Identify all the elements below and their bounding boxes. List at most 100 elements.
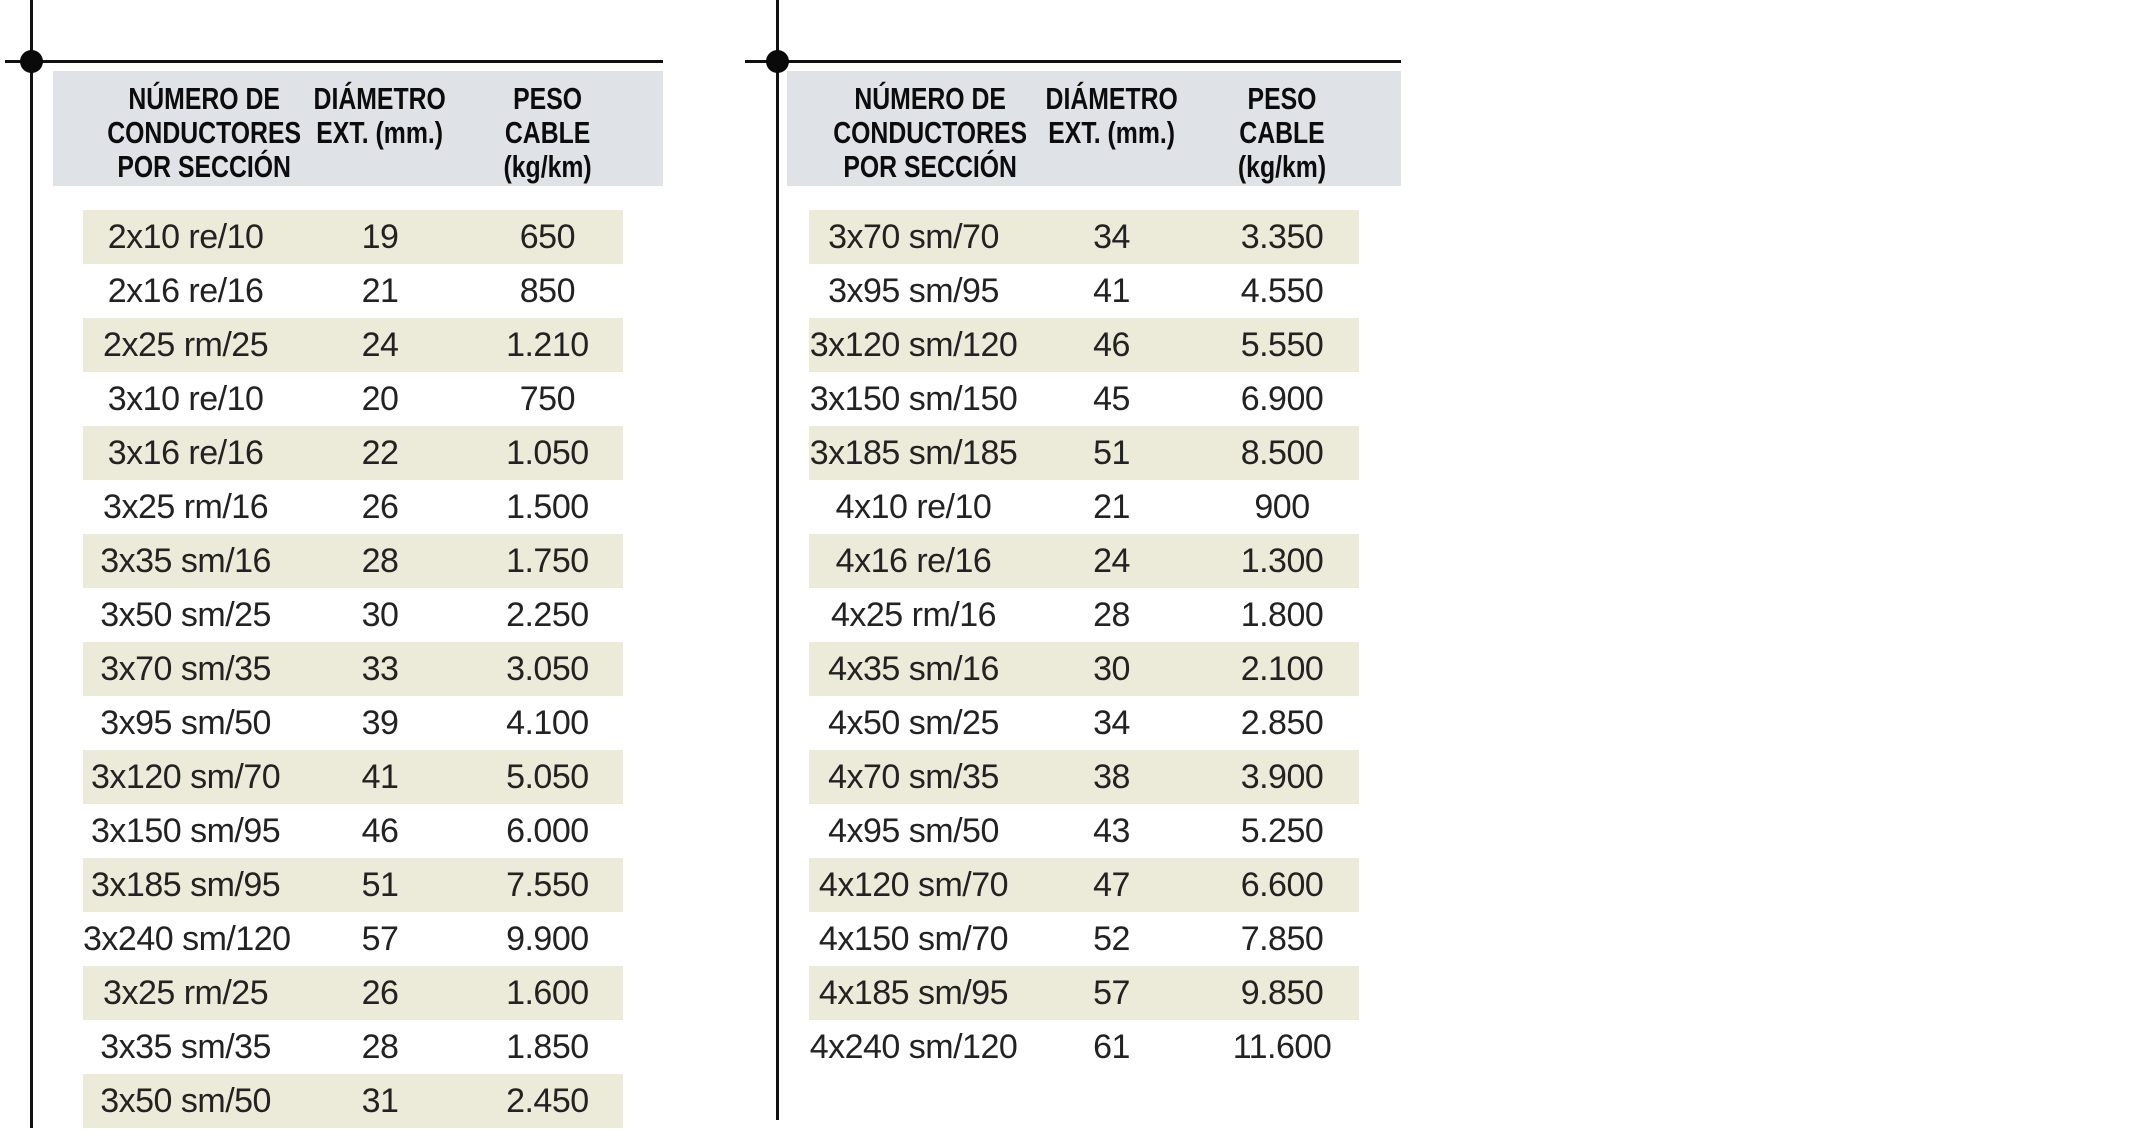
conductor-count-cell: 3x120 sm/70: [91, 758, 281, 796]
diameter-cell: 24: [361, 326, 399, 364]
table-row: 4x70 sm/35 38 3.900: [809, 750, 1359, 804]
conductor-count-cell: 4x185 sm/95: [818, 974, 1009, 1012]
diameter-cell: 28: [361, 1028, 399, 1066]
conductor-count-cell: 3x50 sm/50: [100, 1082, 271, 1120]
table-row: 3x35 sm/16 28 1.750: [83, 534, 623, 588]
diameter-cell: 33: [361, 650, 399, 688]
conductor-count-cell: 3x70 sm/70: [828, 218, 999, 256]
diameter-cell: 46: [1093, 326, 1130, 364]
diameter-cell: 52: [1093, 920, 1130, 958]
table-row: 3x150 sm/150 45 6.900: [809, 372, 1359, 426]
weight-cell: 9.900: [506, 920, 589, 958]
conductor-count-cell: 3x70 sm/35: [100, 650, 271, 688]
header-cable-weight: PESO CABLE (kg/km): [472, 82, 623, 186]
diameter-cell: 34: [1093, 704, 1130, 742]
conductor-count-cell: 3x150 sm/150: [809, 380, 1018, 418]
diameter-cell: 34: [1093, 218, 1130, 256]
weight-cell: 850: [519, 272, 576, 310]
conductor-count-cell: 3x95 sm/50: [100, 704, 271, 742]
weight-cell: 1.800: [1240, 596, 1324, 634]
table-row: 3x50 sm/25 30 2.250: [83, 588, 623, 642]
table-row: 4x150 sm/70 52 7.850: [809, 912, 1359, 966]
table-row: 4x120 sm/70 47 6.600: [809, 858, 1359, 912]
conductor-count-cell: 2x16 re/16: [107, 272, 264, 310]
table-row: 2x16 re/16 21 850: [83, 264, 623, 318]
table-row: 3x10 re/10 20 750: [83, 372, 623, 426]
diameter-cell: 57: [361, 920, 399, 958]
weight-cell: 4.100: [506, 704, 589, 742]
table-row: 3x25 rm/16 26 1.500: [83, 480, 623, 534]
weight-cell: 6.600: [1240, 866, 1324, 904]
weight-cell: 650: [519, 218, 576, 256]
weight-cell: 1.500: [506, 488, 589, 526]
table-row: 2x10 re/10 19 650: [83, 210, 623, 264]
weight-cell: 5.250: [1240, 812, 1324, 850]
diameter-cell: 30: [361, 596, 399, 634]
table-row: 4x35 sm/16 30 2.100: [809, 642, 1359, 696]
conductor-count-cell: 2x10 re/10: [107, 218, 264, 256]
weight-cell: 900: [1254, 488, 1310, 526]
header-conductors-per-section: NÚMERO DE CONDUCTORES POR SECCIÓN: [83, 82, 301, 186]
conductor-count-cell: 4x240 sm/120: [809, 1028, 1018, 1066]
table-row: 3x185 sm/95 51 7.550: [83, 858, 623, 912]
conductor-count-cell: 4x25 rm/16: [830, 596, 997, 634]
weight-cell: 6.900: [1240, 380, 1324, 418]
weight-cell: 5.050: [506, 758, 589, 796]
conductor-count-cell: 2x25 rm/25: [103, 326, 269, 364]
weight-cell: 1.850: [506, 1028, 589, 1066]
crop-horizontal-line-left: [5, 60, 663, 63]
header-conductors-per-section: NÚMERO DE CONDUCTORES POR SECCIÓN: [809, 82, 1027, 186]
conductor-count-cell: 3x120 sm/120: [809, 326, 1018, 364]
table-row: 3x50 sm/50 31 2.450: [83, 1074, 623, 1128]
weight-cell: 1.300: [1240, 542, 1324, 580]
conductor-count-cell: 3x35 sm/16: [100, 542, 271, 580]
conductor-count-cell: 3x25 rm/16: [103, 488, 269, 526]
table-row: 3x16 re/16 22 1.050: [83, 426, 623, 480]
conductor-count-cell: 3x95 sm/95: [828, 272, 999, 310]
table-row: 4x25 rm/16 28 1.800: [809, 588, 1359, 642]
weight-cell: 8.500: [1240, 434, 1324, 472]
weight-cell: 6.000: [506, 812, 589, 850]
header-conductors-label: NÚMERO DE CONDUCTORES POR SECCIÓN: [107, 81, 302, 184]
table-row: 4x240 sm/120 61 11.600: [809, 1020, 1359, 1074]
table-row: 4x50 sm/25 34 2.850: [809, 696, 1359, 750]
diameter-cell: 38: [1093, 758, 1130, 796]
conductor-count-cell: 4x16 re/16: [835, 542, 992, 580]
diameter-cell: 26: [361, 974, 399, 1012]
diameter-cell: 24: [1093, 542, 1130, 580]
table-row: 3x35 sm/35 28 1.850: [83, 1020, 623, 1074]
conductor-count-cell: 4x50 sm/25: [828, 704, 999, 742]
diameter-cell: 28: [1093, 596, 1130, 634]
table-row: 3x150 sm/95 46 6.000: [83, 804, 623, 858]
diameter-cell: 39: [361, 704, 399, 742]
weight-cell: 1.750: [506, 542, 589, 580]
diameter-cell: 51: [1093, 434, 1130, 472]
header-conductors-label: NÚMERO DE CONDUCTORES POR SECCIÓN: [833, 81, 1028, 184]
weight-cell: 2.450: [506, 1082, 589, 1120]
header-weight-label: PESO CABLE (kg/km): [503, 81, 592, 184]
conductor-count-cell: 3x150 sm/95: [91, 812, 281, 850]
diameter-cell: 43: [1093, 812, 1130, 850]
crop-vertical-line-left: [30, 0, 33, 1128]
table-row: 3x95 sm/95 41 4.550: [809, 264, 1359, 318]
table-row: 3x70 sm/35 33 3.050: [83, 642, 623, 696]
registration-dot-right: [766, 50, 789, 73]
weight-cell: 5.550: [1240, 326, 1324, 364]
weight-cell: 1.600: [506, 974, 589, 1012]
weight-cell: 2.100: [1240, 650, 1324, 688]
table-row: 4x185 sm/95 57 9.850: [809, 966, 1359, 1020]
diameter-cell: 19: [361, 218, 399, 256]
table-row: 3x70 sm/70 34 3.350: [809, 210, 1359, 264]
conductor-count-cell: 4x35 sm/16: [828, 650, 999, 688]
header-diameter-label: DIÁMETRO EXT. (mm.): [1045, 81, 1178, 150]
weight-cell: 7.850: [1240, 920, 1324, 958]
diameter-cell: 28: [361, 542, 399, 580]
table-row: 3x25 rm/25 26 1.600: [83, 966, 623, 1020]
weight-cell: 7.550: [506, 866, 589, 904]
table-row: 4x10 re/10 21 900: [809, 480, 1359, 534]
diameter-cell: 22: [361, 434, 399, 472]
table-header-right: NÚMERO DE CONDUCTORES POR SECCIÓN DIÁMET…: [787, 71, 1401, 186]
crop-horizontal-line-right: [745, 60, 1401, 63]
weight-cell: 11.600: [1232, 1028, 1332, 1066]
diameter-cell: 57: [1093, 974, 1130, 1012]
